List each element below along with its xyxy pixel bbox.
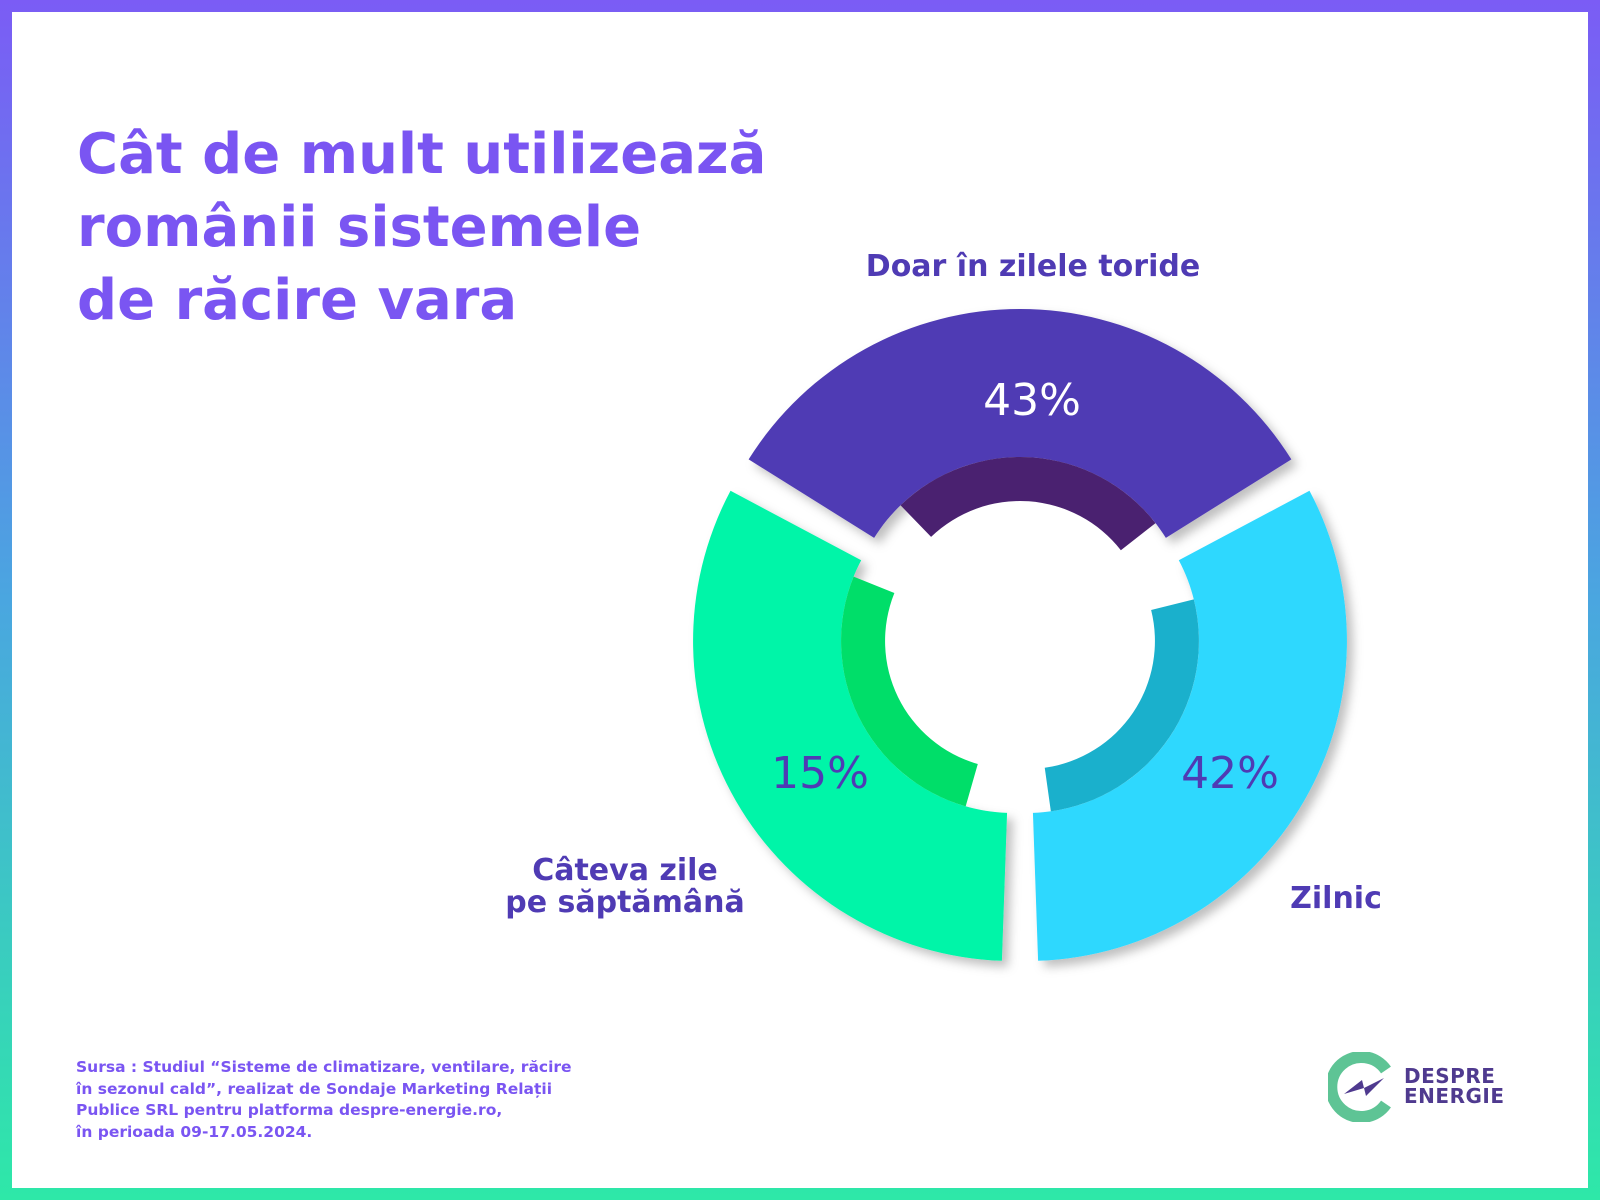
source-line: Sursa : Studiul “Sisteme de climatizare,… (76, 1058, 572, 1076)
logo-mark-icon (1328, 1052, 1391, 1122)
logo-text-line: ENERGIE (1404, 1084, 1505, 1108)
segment-inner-band (1044, 599, 1199, 812)
segment-outer-band (693, 490, 1008, 961)
logo-text-line: DESPRE (1404, 1064, 1496, 1088)
title-line: de răcire vara (77, 268, 518, 333)
source-note: Sursa : Studiul “Sisteme de climatizare,… (76, 1057, 572, 1143)
segment-inner-band (841, 576, 978, 807)
category-label: Zilnic (1290, 881, 1382, 916)
segment-outer-band (1032, 490, 1347, 961)
value-label: 15% (771, 748, 869, 799)
source-line: Publice SRL pentru platforma despre-ener… (76, 1101, 503, 1119)
category-label: pe săptămână (505, 885, 745, 920)
segment-outer-band (748, 309, 1292, 538)
donut-segment (748, 309, 1292, 551)
chart-title: Cât de mult utilizează românii sistemele… (77, 118, 766, 337)
source-line: în sezonul cald”, realizat de Sondaje Ma… (76, 1079, 553, 1098)
donut-segment (693, 490, 1008, 961)
segment-inner-band (900, 456, 1156, 551)
value-label: 43% (983, 375, 1081, 426)
category-label: Câteva zile (532, 853, 718, 888)
despre-energie-logo: DESPRE ENERGIE (1328, 1052, 1518, 1122)
title-line: românii sistemele (77, 195, 642, 260)
title-line: Cât de mult utilizează (77, 122, 767, 187)
source-line: în perioada 09-17.05.2024. (76, 1122, 313, 1141)
donut-segment (1032, 490, 1347, 961)
category-label: Doar în zilele toride (866, 249, 1200, 284)
value-label: 42% (1181, 748, 1279, 799)
